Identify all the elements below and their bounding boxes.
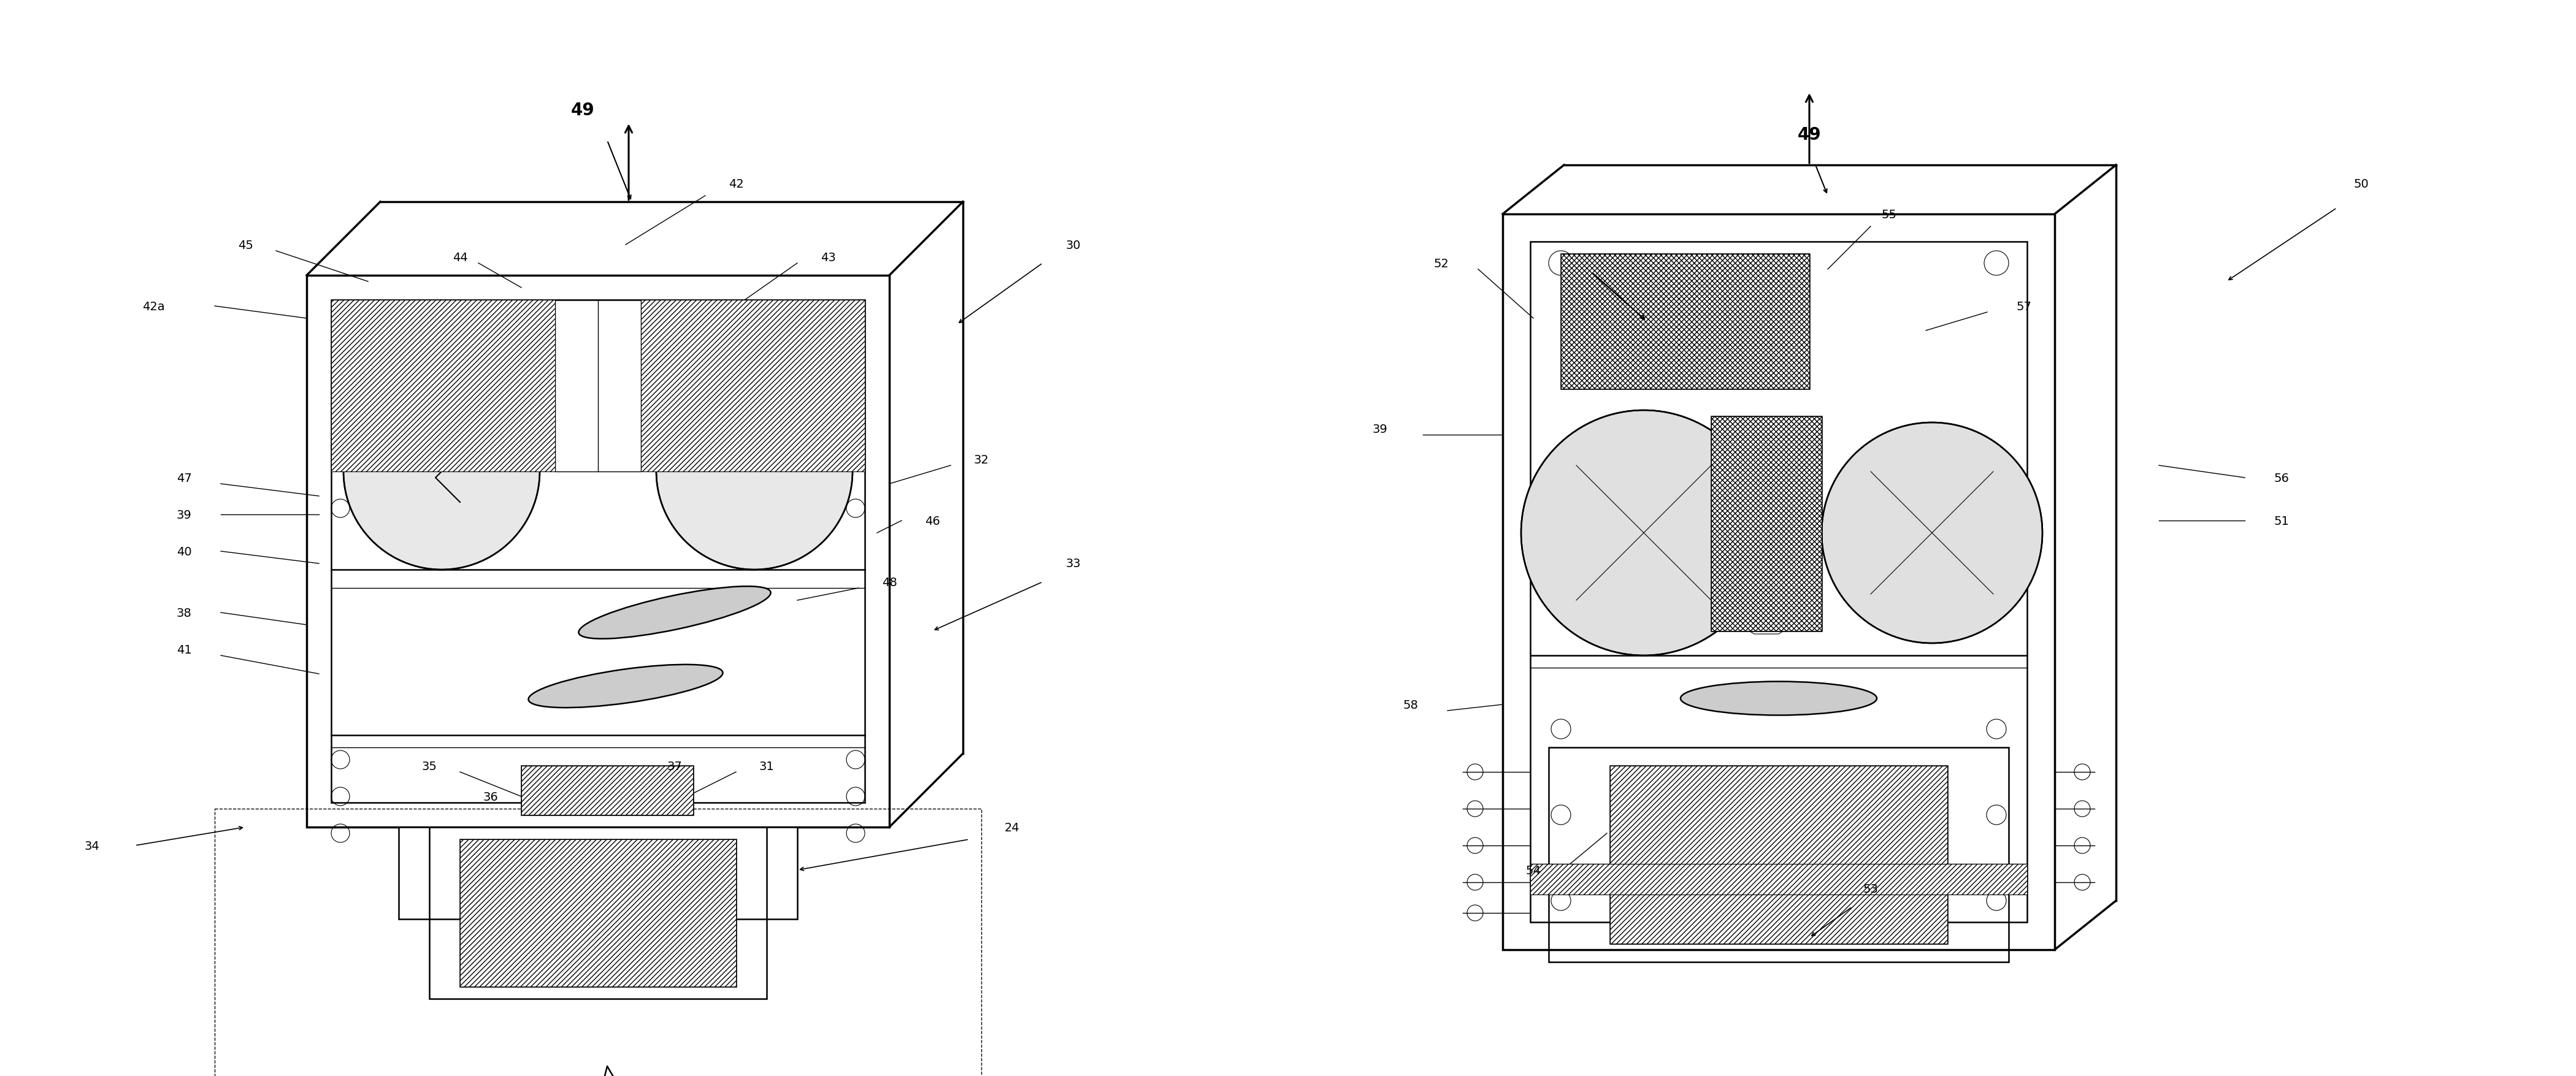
Bar (307, 275, 889, 827)
Text: 32: 32 (974, 454, 989, 466)
Text: 30: 30 (1066, 239, 1082, 251)
Text: 56: 56 (2275, 472, 2290, 484)
Bar (332, 300, 866, 803)
Text: 43: 43 (819, 252, 835, 264)
Text: 35: 35 (422, 760, 438, 771)
Text: 52: 52 (1435, 257, 1448, 269)
Text: 58: 58 (1404, 698, 1419, 710)
Text: 40: 40 (175, 546, 191, 557)
Text: 50: 50 (2354, 178, 2370, 189)
Text: 39: 39 (175, 509, 191, 521)
Bar (1530, 864, 2027, 894)
Text: 38: 38 (175, 607, 191, 619)
Ellipse shape (580, 586, 770, 639)
Text: 39: 39 (1373, 423, 1388, 435)
Bar (1530, 242, 2027, 922)
Text: 49: 49 (1798, 126, 1821, 143)
Text: 48: 48 (881, 577, 896, 587)
Ellipse shape (528, 665, 724, 708)
Bar (556, 300, 641, 471)
Text: 45: 45 (237, 239, 252, 251)
Text: 51: 51 (2275, 515, 2290, 526)
Text: 41: 41 (175, 643, 191, 655)
Bar (1561, 254, 1808, 390)
Text: 34: 34 (85, 839, 100, 851)
Text: 47: 47 (175, 472, 191, 484)
Bar (1502, 214, 2056, 950)
Bar (461, 839, 737, 987)
Circle shape (657, 373, 853, 570)
Bar (1548, 748, 2009, 962)
Text: 37: 37 (667, 760, 683, 771)
Bar (332, 300, 556, 471)
Text: 49: 49 (572, 102, 595, 118)
Text: 55: 55 (1880, 209, 1896, 221)
Bar (1710, 416, 1821, 632)
Circle shape (343, 373, 541, 570)
Bar (520, 766, 693, 815)
Bar (520, 766, 693, 815)
Bar (1610, 766, 1947, 944)
Text: 46: 46 (925, 515, 940, 526)
Text: 44: 44 (453, 252, 469, 264)
Bar (430, 827, 768, 999)
Bar (1710, 416, 1821, 632)
Text: 57: 57 (2017, 300, 2032, 312)
Bar (1610, 766, 1947, 944)
Circle shape (1520, 411, 1767, 655)
Text: 31: 31 (760, 760, 775, 771)
Text: 54: 54 (1525, 864, 1540, 876)
Text: 42a: 42a (142, 300, 165, 312)
Text: 53: 53 (1862, 882, 1878, 894)
Bar (461, 839, 737, 987)
Text: 42: 42 (729, 178, 744, 189)
Bar (399, 827, 799, 919)
Bar (1561, 254, 1808, 390)
Bar (641, 300, 866, 471)
Text: 33: 33 (1066, 558, 1082, 569)
Text: 24: 24 (1005, 821, 1020, 833)
Bar (214, 809, 981, 1076)
Ellipse shape (1680, 682, 1878, 716)
Circle shape (1821, 423, 2043, 643)
Text: 36: 36 (484, 791, 497, 803)
